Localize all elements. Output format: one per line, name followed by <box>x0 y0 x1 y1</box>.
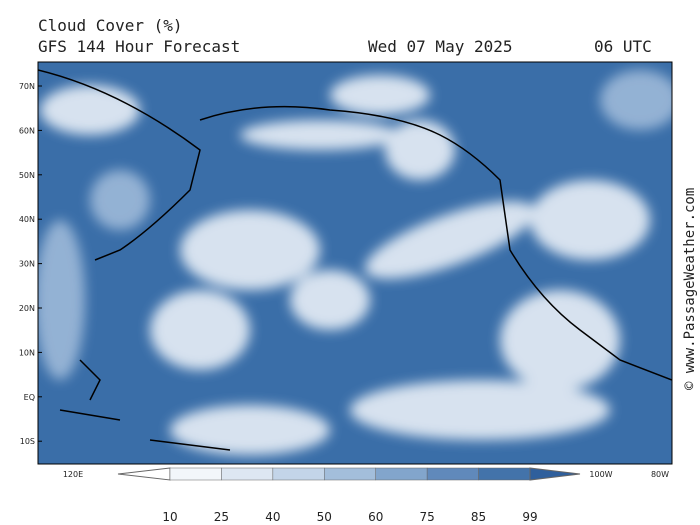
colorbar-label: 75 <box>420 510 435 524</box>
lat-label: 60N <box>19 126 35 135</box>
colorbar-segment <box>426 467 479 481</box>
lat-label: 10N <box>19 348 35 357</box>
colorbar-label: 60 <box>368 510 383 524</box>
colorbar-segment <box>221 467 274 481</box>
lat-label: EQ <box>24 393 35 402</box>
lat-label: 20N <box>19 304 35 313</box>
colorbar-label: 25 <box>214 510 229 524</box>
colorbar-label: 50 <box>317 510 332 524</box>
lat-label: 30N <box>19 260 35 269</box>
colorbar-label: 85 <box>471 510 486 524</box>
lat-label: 70N <box>19 82 35 91</box>
lat-label: 10S <box>20 437 35 446</box>
lat-label: 40N <box>19 215 35 224</box>
cloud-map <box>38 62 672 464</box>
colorbar-segment <box>375 467 428 481</box>
colorbar-segment <box>324 467 376 481</box>
lat-label: 50N <box>19 171 35 180</box>
watermark: © www.PassageWeather.com <box>682 188 698 390</box>
lon-label: 100W <box>589 470 612 479</box>
colorbar-segment <box>478 467 531 481</box>
date: Wed 07 May 2025 <box>368 37 513 56</box>
colorbar-over <box>529 467 581 481</box>
map-frame <box>37 61 673 465</box>
colorbar-segment <box>169 467 222 481</box>
lon-label: 120E <box>63 470 83 479</box>
colorbar-label: 99 <box>522 510 537 524</box>
subtitle: GFS 144 Hour Forecast <box>38 37 240 56</box>
colorbar-segment <box>272 467 325 481</box>
title: Cloud Cover (%) <box>38 16 183 35</box>
time: 06 UTC <box>594 37 652 56</box>
colorbar-label: 10 <box>162 510 177 524</box>
colorbar-label: 40 <box>265 510 280 524</box>
lon-label: 80W <box>651 470 669 479</box>
